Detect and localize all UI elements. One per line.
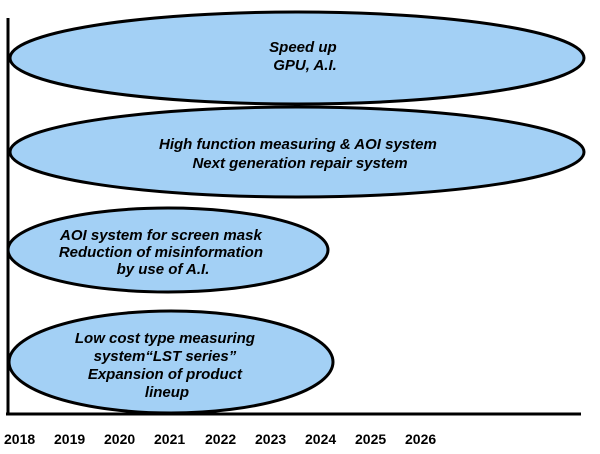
roadmap-item-4-line-3: Expansion of product (88, 366, 243, 383)
year-label-2019: 2019 (54, 431, 85, 447)
roadmap-item-1-label: Speed up GPU, A.I. (269, 39, 341, 74)
roadmap-item-4-line-2: system“LST series” (94, 348, 237, 365)
roadmap-item-1-ellipse (8, 10, 586, 106)
year-label-2026: 2026 (405, 431, 436, 447)
roadmap-item-2-label: High function measuring & AOI system Nex… (159, 136, 441, 172)
roadmap-item-3-line-2: Reduction of misinformation (59, 244, 263, 261)
year-axis-labels: 2018 2019 2020 2021 2022 2023 2024 2025 … (4, 431, 436, 447)
year-label-2022: 2022 (205, 431, 236, 447)
year-label-2023: 2023 (255, 431, 286, 447)
roadmap-item-2-line-1: High function measuring & AOI system (159, 136, 437, 153)
roadmap-item-2-ellipse (8, 105, 586, 199)
roadmap-item-3-line-1: AOI system for screen mask (59, 227, 262, 244)
year-label-2024: 2024 (305, 431, 336, 447)
year-label-2021: 2021 (154, 431, 185, 447)
roadmap-item-2-line-2: Next generation repair system (192, 155, 407, 172)
roadmap-item-3-line-3: by use of A.I. (117, 261, 210, 278)
roadmap-item-1-line-2: GPU, A.I. (273, 57, 337, 74)
year-label-2020: 2020 (104, 431, 135, 447)
year-label-2025: 2025 (355, 431, 386, 447)
roadmap-item-4-label: Low cost type measuring system“LST serie… (75, 330, 259, 401)
year-label-2018: 2018 (4, 431, 35, 447)
roadmap-item-4-line-1: Low cost type measuring (75, 330, 255, 347)
roadmap-item-4-line-4: lineup (145, 384, 189, 401)
roadmap-item-1-line-1: Speed up (269, 39, 337, 56)
roadmap-item-3-label: AOI system for screen mask Reduction of … (59, 227, 267, 278)
